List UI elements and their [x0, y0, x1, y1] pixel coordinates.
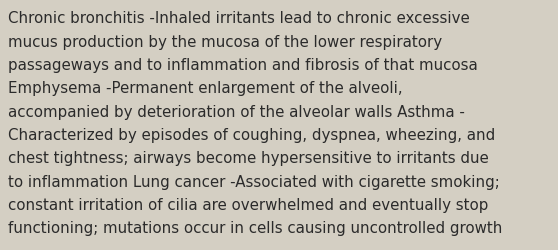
Text: functioning; mutations occur in cells causing uncontrolled growth: functioning; mutations occur in cells ca…	[8, 220, 503, 236]
Text: to inflammation Lung cancer -Associated with cigarette smoking;: to inflammation Lung cancer -Associated …	[8, 174, 500, 189]
Text: mucus production by the mucosa of the lower respiratory: mucus production by the mucosa of the lo…	[8, 34, 442, 50]
Text: constant irritation of cilia are overwhelmed and eventually stop: constant irritation of cilia are overwhe…	[8, 197, 489, 212]
Text: chest tightness; airways become hypersensitive to irritants due: chest tightness; airways become hypersen…	[8, 151, 489, 166]
Text: Characterized by episodes of coughing, dyspnea, wheezing, and: Characterized by episodes of coughing, d…	[8, 128, 496, 142]
Text: Emphysema -Permanent enlargement of the alveoli,: Emphysema -Permanent enlargement of the …	[8, 81, 403, 96]
Text: passageways and to inflammation and fibrosis of that mucosa: passageways and to inflammation and fibr…	[8, 58, 478, 73]
Text: accompanied by deterioration of the alveolar walls Asthma -: accompanied by deterioration of the alve…	[8, 104, 465, 119]
Text: Chronic bronchitis -Inhaled irritants lead to chronic excessive: Chronic bronchitis -Inhaled irritants le…	[8, 11, 470, 26]
